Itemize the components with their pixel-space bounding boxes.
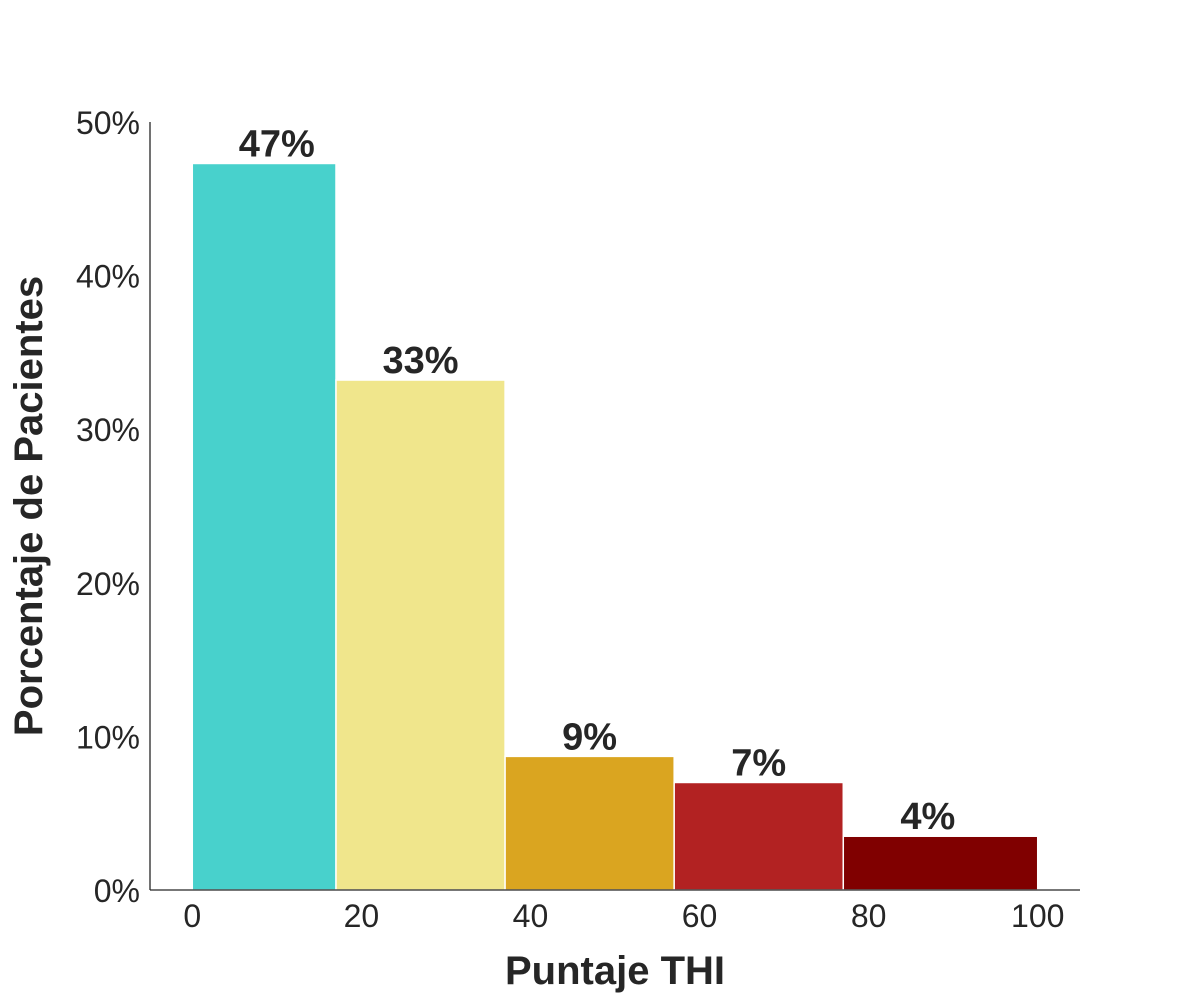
- y-tick-label-10: 10%: [76, 719, 140, 755]
- x-tick-labels: 0 20 40 60 80 100: [183, 898, 1064, 934]
- axes-layer: [149, 122, 1080, 891]
- bar-value-label-2: 33%: [383, 340, 459, 382]
- x-tick-label-100: 100: [1011, 898, 1064, 934]
- histogram-bar-4: [673, 781, 845, 891]
- y-tick-label-0: 0%: [94, 873, 140, 909]
- histogram-bar-2: [335, 379, 506, 891]
- y-tick-labels: 0% 10% 20% 30% 40% 50%: [76, 105, 140, 909]
- histogram-bar-3: [504, 755, 675, 891]
- y-tick-label-40: 40%: [76, 259, 140, 295]
- y-tick-label-30: 30%: [76, 412, 140, 448]
- x-tick-label-80: 80: [851, 898, 887, 934]
- x-tick-label-20: 20: [344, 898, 380, 934]
- histogram-bar-5: [842, 835, 1039, 891]
- bar-value-label-5: 4%: [900, 796, 955, 838]
- x-axis-title: Puntaje THI: [505, 949, 725, 993]
- y-axis-title: Porcentaje de Pacientes: [7, 276, 51, 736]
- x-tick-label-0: 0: [183, 898, 201, 934]
- x-tick-label-60: 60: [682, 898, 718, 934]
- x-tick-label-40: 40: [513, 898, 549, 934]
- y-tick-label-50: 50%: [76, 105, 140, 141]
- y-tick-label-20: 20%: [76, 566, 140, 602]
- bar-value-label-3: 9%: [562, 716, 617, 758]
- bar-value-label-1: 47%: [239, 123, 315, 165]
- data-labels-layer: 47% 33% 9% 7% 4%: [239, 123, 955, 838]
- bar-value-label-4: 7%: [731, 742, 786, 784]
- bars-layer: [191, 162, 1039, 891]
- histogram-bar-1: [191, 162, 337, 891]
